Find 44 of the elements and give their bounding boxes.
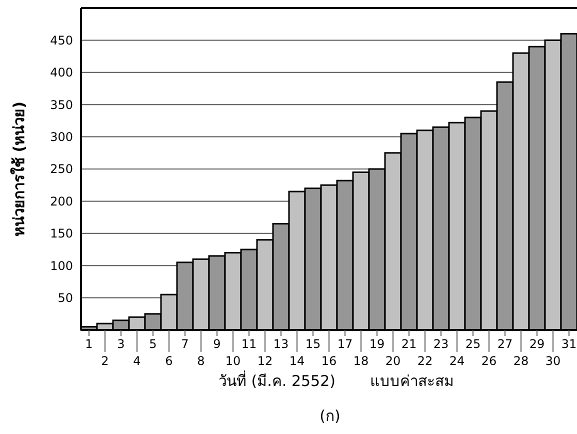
text: (ก) bbox=[320, 407, 340, 425]
x-tick-label: 13 bbox=[273, 337, 289, 352]
x-tick-label: 10 bbox=[225, 354, 241, 368]
y-tick-label: 450 bbox=[50, 33, 73, 48]
x-tick-label: 24 bbox=[449, 354, 465, 368]
x-tick-label: 4 bbox=[133, 354, 141, 368]
y-tick-label: 350 bbox=[50, 98, 73, 112]
x-tick-label: 14 bbox=[289, 354, 305, 368]
x-tick-label: 18 bbox=[353, 354, 369, 368]
x-tick-label: 19 bbox=[369, 337, 385, 352]
y-tick-label: 150 bbox=[50, 226, 73, 241]
x-tick-label: 25 bbox=[465, 337, 481, 352]
x-tick-label: 20 bbox=[385, 354, 401, 368]
y-tick-label: 50 bbox=[58, 291, 73, 305]
y-tick-label: 300 bbox=[50, 130, 73, 144]
x-tick-label: 8 bbox=[197, 354, 205, 368]
x-tick-label: 16 bbox=[321, 354, 337, 368]
x-tick-label: 7 bbox=[181, 337, 189, 352]
x-tick-label: 5 bbox=[149, 337, 157, 352]
y-tick-label: 400 bbox=[50, 66, 73, 80]
text: แบบค่าสะสม bbox=[370, 372, 454, 390]
x-tick-label: 29 bbox=[529, 337, 545, 352]
x-tick-label: 1 bbox=[85, 337, 93, 352]
x-tick-label: 9 bbox=[213, 337, 221, 352]
x-axis-title: วันที่ (มี.ค. 2552) bbox=[218, 370, 336, 390]
x-tick-label: 27 bbox=[497, 337, 513, 352]
x-tick-label: 6 bbox=[165, 354, 173, 368]
x-tick-label: 21 bbox=[401, 337, 417, 352]
x-tick-label: 12 bbox=[257, 354, 273, 368]
x-tick-label: 3 bbox=[117, 337, 125, 352]
x-tick-label: 30 bbox=[545, 354, 561, 368]
y-tick-label: 100 bbox=[50, 258, 73, 273]
y-tick-label: 250 bbox=[50, 162, 73, 176]
x-tick-label: 31 bbox=[561, 337, 577, 352]
x-tick-label: 22 bbox=[417, 354, 433, 368]
x-tick-label: 23 bbox=[433, 337, 449, 352]
x-tick-label: 2 bbox=[101, 354, 109, 368]
x-tick-label: 26 bbox=[481, 354, 497, 368]
x-tick-label: 15 bbox=[305, 337, 321, 352]
x-tick-label: 11 bbox=[241, 337, 257, 352]
y-tick-label: 200 bbox=[50, 194, 73, 208]
y-axis-title: หน่วยการใช้ (หน่วย) bbox=[10, 102, 28, 236]
x-tick-label: 17 bbox=[337, 337, 353, 352]
x-tick-label: 28 bbox=[513, 354, 529, 368]
